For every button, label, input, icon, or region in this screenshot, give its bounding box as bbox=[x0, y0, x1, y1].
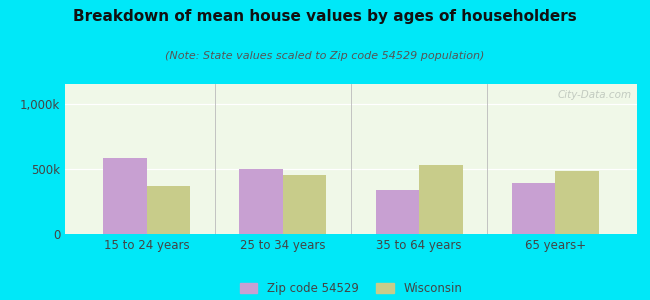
Bar bbox=[103, 158, 147, 234]
Text: Breakdown of mean house values by ages of householders: Breakdown of mean house values by ages o… bbox=[73, 9, 577, 24]
Bar bbox=[147, 186, 190, 234]
Bar bbox=[283, 175, 326, 234]
Bar bbox=[512, 183, 555, 234]
Bar bbox=[376, 190, 419, 234]
Text: (Note: State values scaled to Zip code 54529 population): (Note: State values scaled to Zip code 5… bbox=[165, 51, 485, 61]
Legend: Zip code 54529, Wisconsin: Zip code 54529, Wisconsin bbox=[240, 282, 462, 295]
Bar bbox=[555, 171, 599, 234]
Bar bbox=[419, 165, 463, 234]
Bar bbox=[239, 169, 283, 234]
Text: City-Data.com: City-Data.com bbox=[557, 90, 631, 100]
